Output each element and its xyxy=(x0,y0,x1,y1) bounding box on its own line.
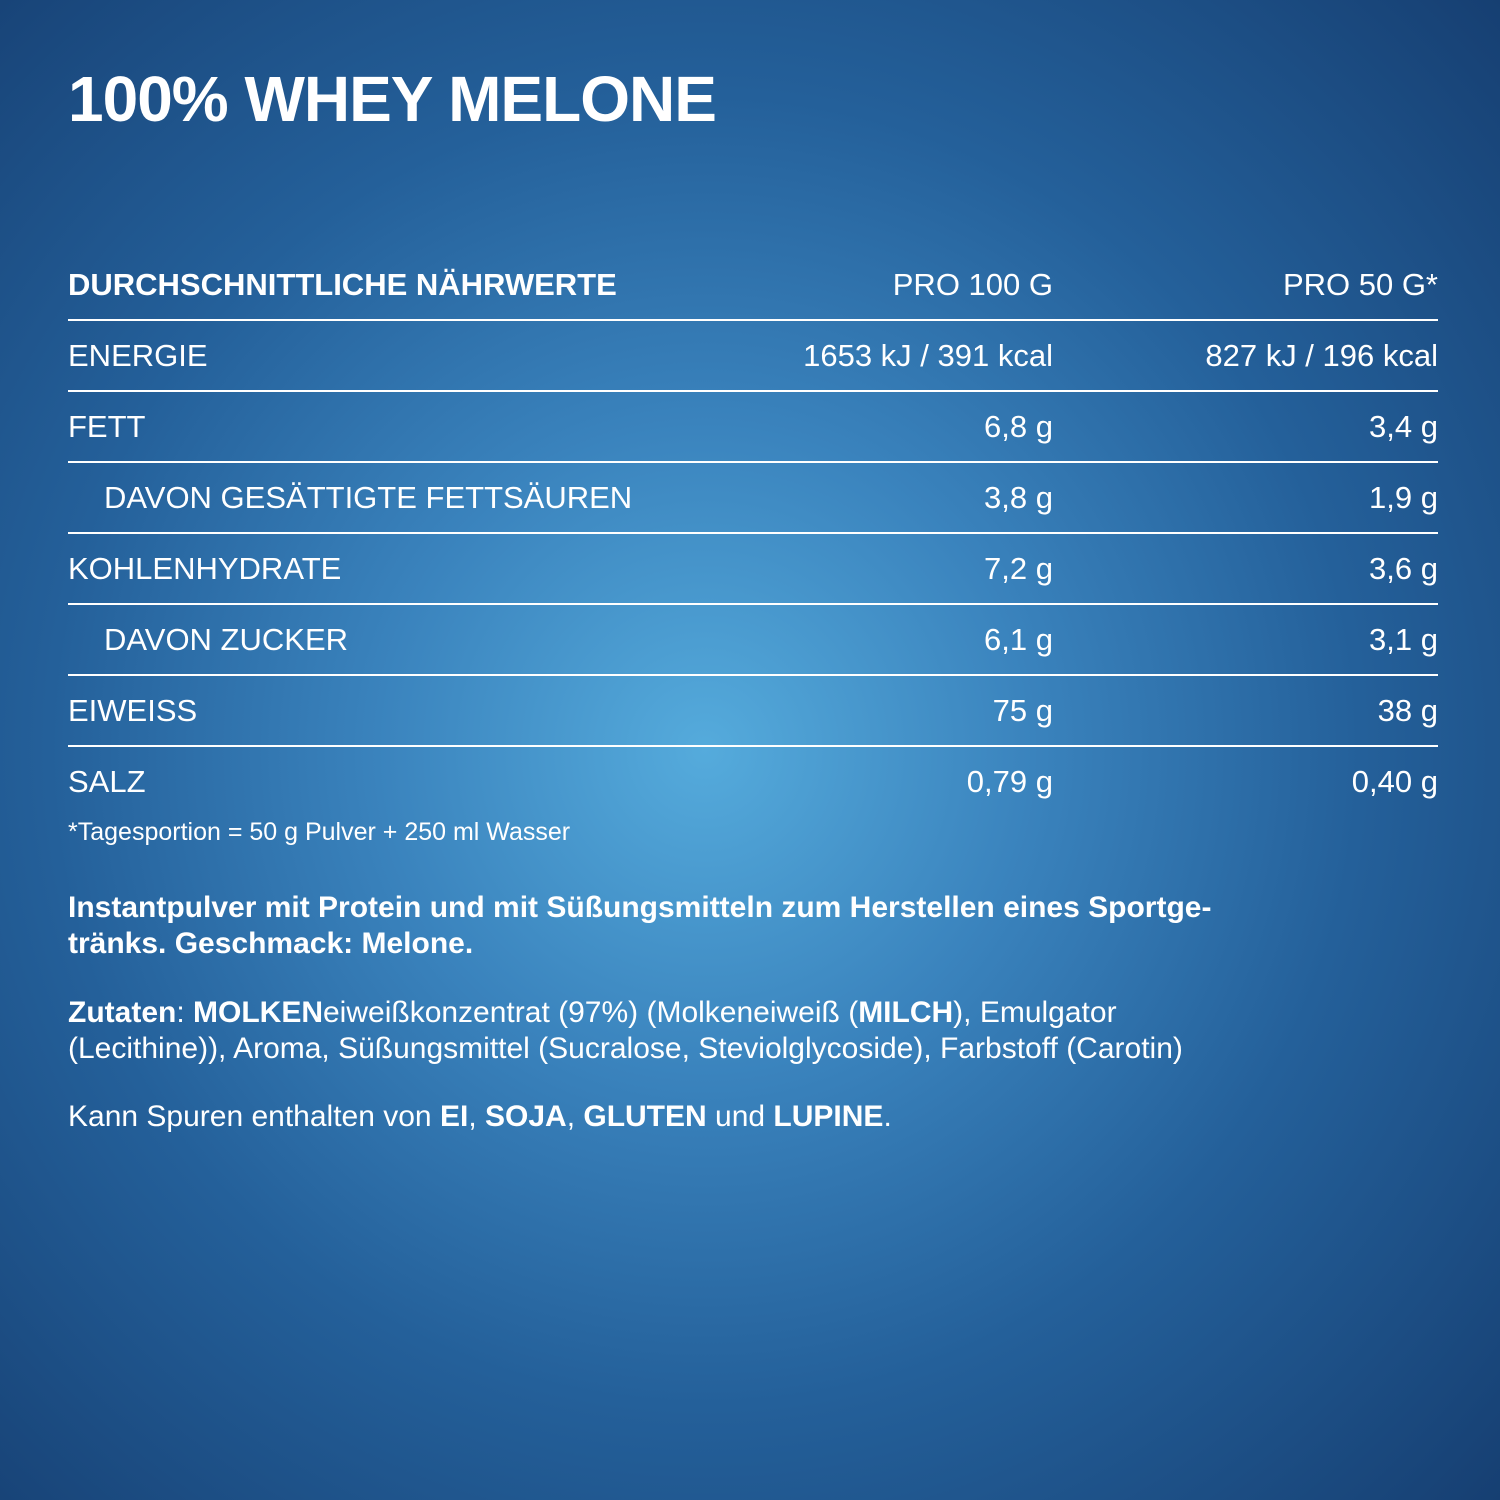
table-row: SALZ 0,79 g 0,40 g xyxy=(68,747,1438,816)
header-cell: PRO 100 G xyxy=(892,267,1053,302)
text: ), Emulgator xyxy=(953,996,1117,1029)
cell: 1653 kJ / 391 kcal xyxy=(803,338,1053,373)
text: LUPINE xyxy=(773,1100,884,1133)
text: Kann Spuren enthalten von xyxy=(68,1100,440,1133)
cell: 7,2 g xyxy=(984,551,1053,586)
text: , xyxy=(468,1100,485,1133)
table-row: ENERGIE 1653 kJ / 391 kcal 827 kJ / 196 kc… xyxy=(68,321,1438,392)
text: : xyxy=(176,996,193,1029)
cell: 3,6 g xyxy=(1369,551,1438,586)
cell: 0,40 g xyxy=(1351,764,1438,799)
text: GLUTEN xyxy=(583,1100,707,1133)
cell: KOHLENHYDRATE xyxy=(68,551,342,586)
title: 100% WHEY MELONE xyxy=(68,63,717,135)
text: eiweißkonzentrat (97%) (Molkeneiweiß ( xyxy=(323,996,859,1029)
cell: 3,4 g xyxy=(1369,409,1438,444)
cell: 6,1 g xyxy=(984,622,1053,657)
cell: ENERGIE xyxy=(68,338,208,373)
table-row: KOHLENHYDRATE 7,2 g 3,6 g xyxy=(68,534,1438,605)
table-row: FETT 6,8 g 3,4 g xyxy=(68,392,1438,463)
cell: DAVON GESÄTTIGTE FETTSÄUREN xyxy=(104,480,633,515)
cell: EIWEISS xyxy=(68,693,198,728)
cell: 3,1 g xyxy=(1369,622,1438,657)
header-cell: PRO 50 G* xyxy=(1282,267,1438,302)
cell: FETT xyxy=(68,409,146,444)
cell: SALZ xyxy=(68,764,146,799)
text: MOLKEN xyxy=(193,996,323,1029)
text: MILCH xyxy=(858,996,954,1029)
cell: 3,8 g xyxy=(984,480,1053,515)
description: Instantpulver mit Protein und mit Süßung… xyxy=(68,890,1211,962)
cell: 38 g xyxy=(1377,693,1438,728)
table-header: DURCHSCHNITTLICHE NÄHRWERTE PRO 100 G PR… xyxy=(68,250,1438,321)
text-line: tränks. Geschmack: Melone. xyxy=(68,927,474,960)
nutrition-table: DURCHSCHNITTLICHE NÄHRWERTE PRO 100 G PR… xyxy=(68,250,1438,816)
header-cell: DURCHSCHNITTLICHE NÄHRWERTE xyxy=(68,267,617,302)
text: SOJA xyxy=(484,1100,567,1133)
cell: 0,79 g xyxy=(966,764,1053,799)
footnote: *Tagesportion = 50 g Pulver + 250 ml Was… xyxy=(68,818,571,846)
ingredients: Zutaten: MOLKENeiweißkonzentrat (97%) (M… xyxy=(68,995,1183,1067)
text: EI xyxy=(439,1100,469,1133)
text: , xyxy=(566,1100,584,1133)
cell: 6,8 g xyxy=(984,409,1053,444)
table-row: DAVON ZUCKER 6,1 g 3,1 g xyxy=(68,605,1438,676)
cell: 827 kJ / 196 kcal xyxy=(1205,338,1438,373)
cell: 1,9 g xyxy=(1369,480,1438,515)
text: . xyxy=(883,1100,892,1133)
text: (Lecithine)), Aroma, Süßungsmittel (Sucr… xyxy=(68,1032,1183,1065)
text: und xyxy=(706,1100,774,1133)
table-row: EIWEISS 75 g 38 g xyxy=(68,676,1438,747)
cell: 75 g xyxy=(992,693,1053,728)
cell: DAVON ZUCKER xyxy=(104,622,349,657)
allergens: Kann Spuren enthalten von EI, SOJA, GLUT… xyxy=(68,1099,892,1135)
text-line: Instantpulver mit Protein und mit Süßung… xyxy=(68,891,1212,924)
table-row: DAVON GESÄTTIGTE FETTSÄUREN 3,8 g 1,9 g xyxy=(68,463,1438,534)
text: Zutaten xyxy=(68,996,177,1029)
